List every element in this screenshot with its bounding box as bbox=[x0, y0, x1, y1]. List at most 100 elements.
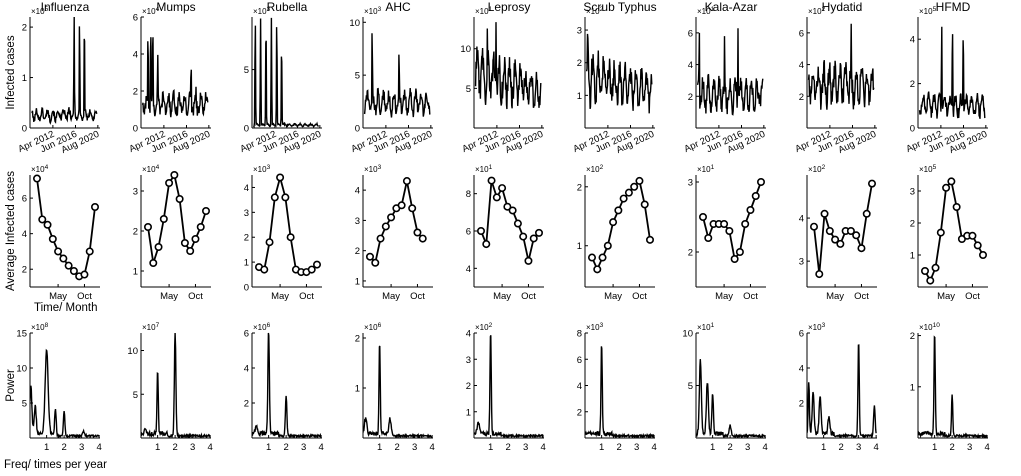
x-tick-label: 1 bbox=[710, 442, 715, 453]
exponent-label: ×103 bbox=[253, 6, 271, 16]
x-tick-label: 1 bbox=[932, 442, 937, 453]
series-line bbox=[141, 37, 209, 118]
y-tick-label: 5 bbox=[133, 390, 138, 401]
y-tick-label: 2 bbox=[577, 58, 582, 69]
data-point bbox=[48, 235, 57, 244]
x-tick-label: Oct bbox=[632, 291, 647, 302]
y-tick-label: 6 bbox=[22, 194, 27, 205]
row-ylabel-timeseries: Infected cases bbox=[5, 35, 17, 109]
data-point bbox=[85, 247, 94, 256]
panel-title: Influenza bbox=[41, 0, 90, 14]
exponent-label: ×103 bbox=[364, 164, 382, 174]
y-tick-label: 0 bbox=[355, 124, 360, 135]
data-point bbox=[862, 209, 871, 218]
exponent-label: ×104 bbox=[31, 164, 49, 174]
data-point bbox=[926, 276, 935, 285]
x-tick-label: 3 bbox=[523, 442, 528, 453]
data-point bbox=[154, 243, 163, 252]
data-point bbox=[820, 209, 829, 218]
y-tick-label: 4 bbox=[577, 381, 582, 392]
y-tick-label: 1 bbox=[133, 267, 138, 278]
exponent-value: 3 bbox=[267, 164, 271, 171]
y-tick-label: 6 bbox=[799, 329, 804, 340]
panel-spectrum-2: ×106 2 4 6 1 2 3 4 bbox=[244, 322, 324, 453]
data-point bbox=[952, 203, 961, 212]
exponent-value: 6 bbox=[378, 322, 382, 329]
series-line bbox=[252, 332, 322, 438]
exponent-value: 4 bbox=[156, 6, 160, 13]
y-tick-label: 10 bbox=[460, 44, 471, 55]
y-tick-label: 6 bbox=[244, 329, 249, 340]
data-point bbox=[751, 192, 760, 201]
exponent-value: 2 bbox=[489, 322, 493, 329]
series-line bbox=[474, 335, 544, 438]
data-point bbox=[614, 206, 623, 215]
y-tick-label: 1 bbox=[577, 91, 582, 102]
exponent-label: ×102 bbox=[586, 6, 604, 16]
panel-title: AHC bbox=[385, 0, 411, 14]
exponent-value: 6 bbox=[267, 322, 271, 329]
x-tick-label: May bbox=[382, 291, 400, 302]
exponent-label: ×101 bbox=[475, 164, 493, 174]
y-tick-label: 3 bbox=[244, 208, 249, 219]
y-tick-label: 2 bbox=[133, 87, 138, 98]
row-ylabel-spectrum: Power bbox=[5, 369, 17, 402]
data-point bbox=[704, 234, 713, 243]
y-tick-label: 4 bbox=[133, 50, 138, 61]
exponent-value: 5 bbox=[933, 164, 937, 171]
y-tick-label: 5 bbox=[244, 65, 249, 76]
row-ylabel-monthly: Average Infected cases bbox=[5, 171, 17, 291]
data-point bbox=[867, 179, 876, 188]
data-point bbox=[381, 222, 390, 231]
exponent-value: 3 bbox=[378, 6, 382, 13]
panel-monthly-1: ×104 1 2 3 May Oct bbox=[133, 164, 211, 302]
data-point bbox=[260, 265, 269, 274]
data-point bbox=[524, 256, 533, 265]
x-tick-label: Oct bbox=[188, 291, 203, 302]
data-point bbox=[371, 258, 380, 267]
data-point bbox=[69, 266, 78, 275]
y-tick-label: 10 bbox=[349, 18, 360, 29]
x-tick-label: Oct bbox=[77, 291, 92, 302]
x-tick-label: 1 bbox=[488, 442, 493, 453]
data-point bbox=[519, 232, 528, 241]
panel-title: Scrub Typhus bbox=[583, 0, 656, 14]
y-tick-label: 1 bbox=[910, 251, 915, 262]
data-point bbox=[756, 178, 765, 187]
x-tick-label: 1 bbox=[821, 442, 826, 453]
row-xlabel: Time/ Month bbox=[34, 302, 97, 314]
panel-title: Hydatid bbox=[822, 0, 863, 14]
data-point bbox=[80, 270, 89, 279]
x-tick-label: 3 bbox=[967, 442, 972, 453]
exponent-value: 10 bbox=[933, 322, 941, 329]
series-line bbox=[30, 348, 100, 438]
data-point bbox=[936, 228, 945, 237]
y-tick-label: 1 bbox=[355, 276, 360, 287]
panel-title: Kala-Azar bbox=[705, 0, 758, 14]
data-point bbox=[418, 234, 427, 243]
x-tick-label: 2 bbox=[61, 442, 66, 453]
data-point bbox=[587, 253, 596, 262]
y-tick-label: 6 bbox=[688, 28, 693, 39]
x-tick-label: 2 bbox=[616, 442, 621, 453]
x-tick-label: 2 bbox=[172, 442, 177, 453]
exponent-value: 2 bbox=[822, 6, 826, 13]
x-tick-label: 2 bbox=[727, 442, 732, 453]
x-tick-label: 3 bbox=[745, 442, 750, 453]
data-point bbox=[281, 193, 290, 202]
panel-spectrum-4: ×102 1 2 3 4 1 2 3 4 bbox=[466, 322, 546, 453]
y-tick-label: 6 bbox=[133, 13, 138, 24]
data-point bbox=[498, 184, 507, 193]
exponent-label: ×102 bbox=[808, 164, 826, 174]
series-line bbox=[807, 344, 877, 438]
panel-spectrum-0: ×108 5 10 15 1 2 3 4 Freq/ times per year bbox=[4, 322, 107, 471]
data-point bbox=[413, 228, 422, 237]
y-tick-label: 0 bbox=[910, 124, 915, 135]
data-point bbox=[735, 248, 744, 257]
y-tick-label: 2 bbox=[244, 399, 249, 410]
series-line bbox=[253, 17, 319, 128]
exponent-label: ×1010 bbox=[919, 322, 940, 332]
